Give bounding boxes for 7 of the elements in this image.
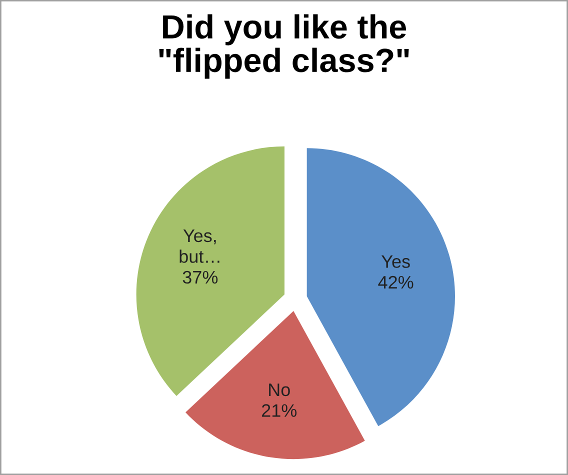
data-label: 21% xyxy=(262,404,297,417)
slice-label: No xyxy=(269,384,290,396)
data-label: 42% xyxy=(378,276,414,289)
data-label: 37% xyxy=(182,270,218,284)
chart-title: Did you like the "flipped class?" xyxy=(159,14,409,79)
slice-label: Yes, but… xyxy=(180,230,220,263)
slice-label: Yes xyxy=(381,255,410,268)
